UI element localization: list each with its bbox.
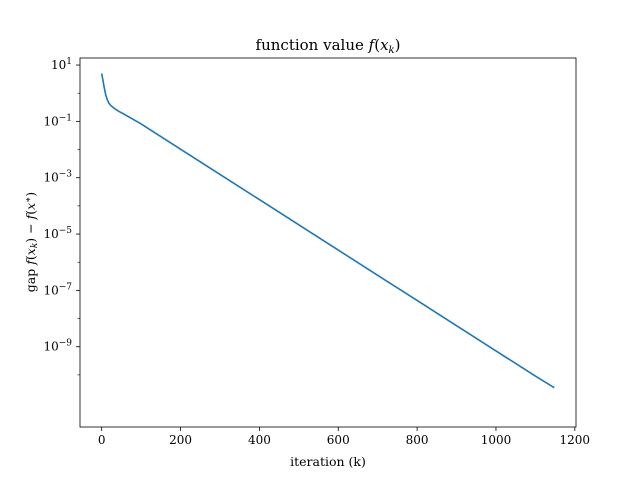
series-line-0 (100, 73, 555, 389)
x-tick-label-800: 800 (406, 433, 429, 447)
y-tick-label-1: 10−1 (43, 113, 72, 128)
x-tick-label-600: 600 (327, 433, 350, 447)
x-tick-label-1000: 1000 (481, 433, 512, 447)
y-tick-label-0: 101 (51, 57, 72, 72)
y-tick-label-4: 10−7 (43, 282, 72, 297)
y-tick-label-3: 10−5 (43, 226, 72, 241)
x-axis-label: iteration (k) (290, 454, 366, 469)
y-axis-label: gap f(xk) − f(x∗) (23, 192, 40, 292)
chart-title: function value f(xk) (256, 36, 401, 56)
x-tick-label-200: 200 (169, 433, 192, 447)
x-tick-label-400: 400 (248, 433, 271, 447)
plot-frame (79, 57, 577, 428)
x-tick-label-0: 0 (98, 433, 106, 447)
x-tick-label-1200: 1200 (560, 433, 591, 447)
y-tick-label-5: 10−9 (43, 339, 72, 354)
plot-area: 0 200 400 600 800 1000 1200 101 10−1 10−3 10−5 10−7… (43, 57, 590, 447)
y-tick-label-2: 10−3 (43, 170, 72, 185)
